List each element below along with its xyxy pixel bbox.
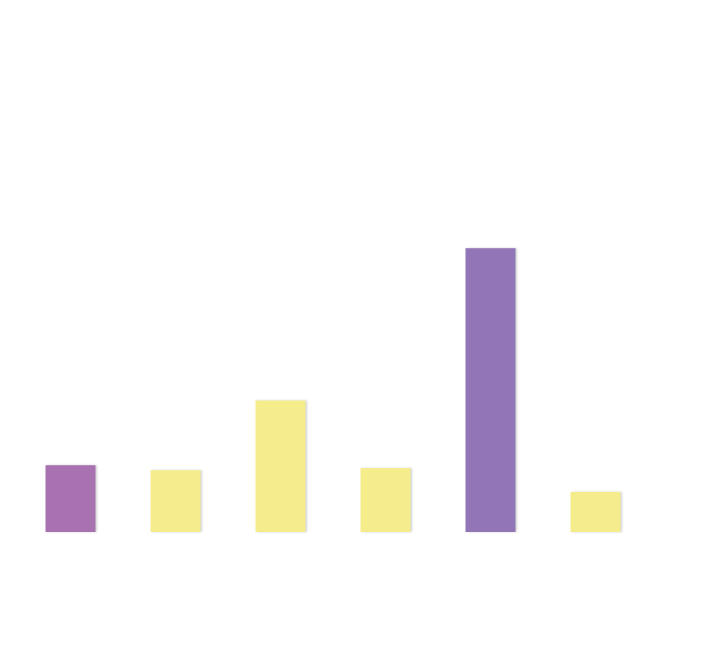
bars-layer (45, 248, 621, 532)
bar-4 (360, 468, 411, 532)
bar-2 (150, 470, 201, 532)
bar-5 (465, 248, 516, 532)
bar-1 (45, 465, 96, 532)
bar-6 (570, 491, 621, 532)
bar-3 (255, 400, 306, 532)
